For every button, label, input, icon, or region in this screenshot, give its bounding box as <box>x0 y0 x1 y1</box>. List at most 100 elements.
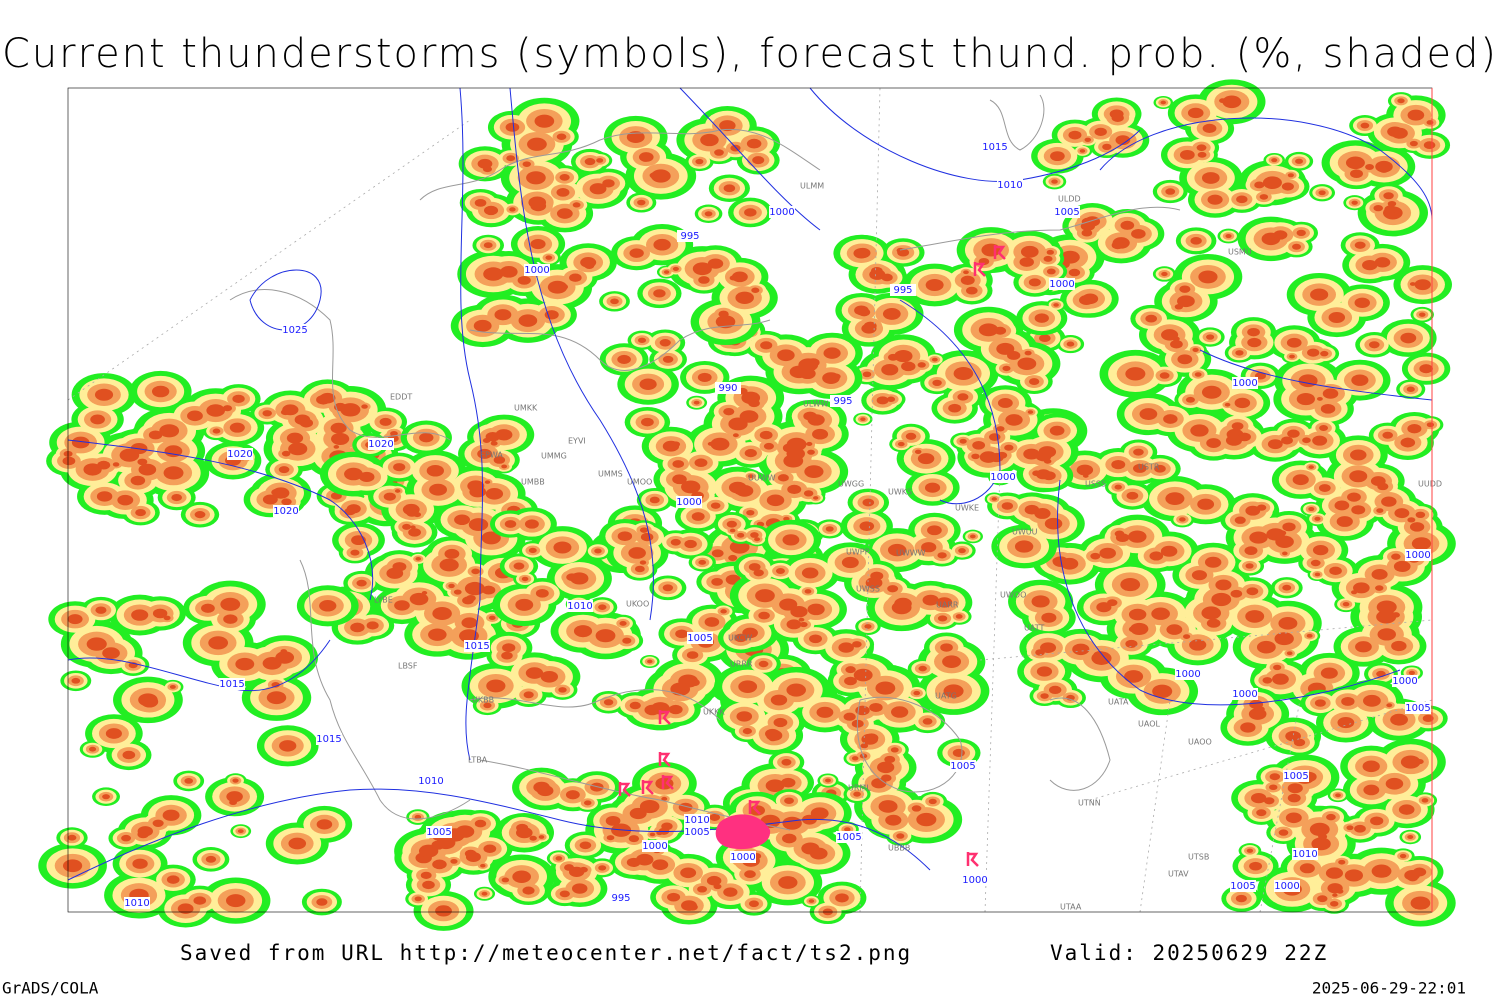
shade-blob <box>281 498 292 506</box>
shade-blob <box>488 615 496 621</box>
isobar-label-bg <box>836 831 862 843</box>
shade-blob <box>1292 474 1309 486</box>
shade-blob <box>978 323 999 337</box>
shade-blob <box>474 819 487 828</box>
shade-blob <box>760 341 773 350</box>
shade-blob <box>1039 334 1051 343</box>
shade-blob <box>1109 109 1124 119</box>
isobar-label: 1000 <box>1274 881 1299 892</box>
shade-blob <box>1394 508 1410 519</box>
shade-blob <box>852 641 862 648</box>
shade-blob <box>1068 268 1081 277</box>
shade-blob <box>1017 357 1037 370</box>
isobar-label-bg <box>990 471 1016 483</box>
shade-blob <box>1407 109 1425 121</box>
shade-blob <box>822 372 840 385</box>
shade-blob <box>1292 243 1302 250</box>
shade-blob <box>602 179 615 188</box>
shade-blob <box>1351 200 1358 205</box>
shade-blob <box>775 568 785 574</box>
shade-blob <box>556 188 570 197</box>
storm-symbol <box>661 775 674 790</box>
shade-blob <box>784 797 794 804</box>
shade-blob <box>62 456 76 466</box>
shade-blob <box>845 666 856 674</box>
isobar-label-bg <box>684 814 710 826</box>
shade-blob <box>1079 149 1086 153</box>
shade-blob <box>1165 492 1185 505</box>
shade-blob <box>1397 98 1405 104</box>
software: GrADS/COLA <box>2 979 99 998</box>
isobar-label: 1025 <box>282 325 307 336</box>
shade-blob <box>1347 492 1361 502</box>
isobar-label: 1000 <box>1175 669 1200 680</box>
shade-blob <box>732 433 739 438</box>
shade-blob <box>738 680 758 693</box>
shade-blob <box>435 905 452 917</box>
shade-blob <box>1102 143 1112 150</box>
shade-blob <box>1115 135 1131 146</box>
shade-blob <box>917 362 926 368</box>
shade-blob <box>766 494 785 507</box>
shade-blob <box>461 617 478 629</box>
shade-blob <box>663 270 670 274</box>
shade-blob <box>927 525 942 536</box>
shade-blob <box>700 133 719 147</box>
shade-blob <box>485 487 504 500</box>
shade-blob <box>1318 484 1331 492</box>
shade-blob <box>483 242 493 249</box>
shade-blob <box>736 711 753 722</box>
shade-blob <box>1114 530 1125 537</box>
shade-blob <box>1273 230 1288 240</box>
shade-blob <box>530 238 546 250</box>
shade-blob <box>208 636 229 650</box>
isobar <box>509 87 654 621</box>
shade-blob <box>272 487 290 499</box>
shade-blob <box>1378 166 1389 173</box>
timestamp: 2025-06-29-22:01 <box>1312 979 1466 998</box>
shade-blob <box>746 138 762 149</box>
shade-blob <box>662 584 674 592</box>
shade-blob <box>1081 229 1093 237</box>
shade-blob <box>807 603 825 616</box>
shade-blob <box>662 355 674 363</box>
shade-blob <box>843 712 856 721</box>
shade-blob <box>877 761 895 774</box>
shade-blob <box>1201 172 1220 184</box>
shade-blob <box>402 523 412 530</box>
shade-blob <box>672 474 687 485</box>
shade-blob <box>692 262 712 276</box>
shade-blob <box>386 567 404 579</box>
shade-blob <box>1235 350 1244 356</box>
shade-blob <box>201 603 215 613</box>
shade-blob <box>1353 582 1370 594</box>
station-label: LTBA <box>468 756 488 765</box>
shade-blob <box>1409 282 1416 286</box>
shade-blob <box>1236 195 1248 204</box>
shade-blob <box>164 445 183 458</box>
shade-blob <box>1187 107 1204 119</box>
shade-blob <box>140 695 159 708</box>
shade-blob <box>132 858 148 869</box>
shade-blob <box>595 629 616 643</box>
shade-blob <box>790 605 808 618</box>
shade-blob <box>652 859 669 871</box>
shade-blob <box>130 442 148 455</box>
shade-blob <box>1409 140 1418 147</box>
station-label: EDDT <box>390 393 412 402</box>
shade-blob <box>787 484 802 495</box>
shade-blob <box>1247 327 1260 337</box>
shade-blob <box>860 417 866 421</box>
isobar-label-bg <box>769 206 795 218</box>
shade-blob <box>1004 444 1014 451</box>
shade-blob <box>490 441 498 446</box>
shade-blob <box>639 800 660 814</box>
shade-blob <box>545 255 553 260</box>
shade-blob <box>1362 259 1378 271</box>
shade-blob <box>518 314 538 327</box>
shade-blob <box>1005 414 1023 426</box>
shade-blob <box>166 875 180 884</box>
shade-blob <box>415 557 422 561</box>
shade-blob <box>1360 122 1370 129</box>
isobar-label: 1015 <box>219 679 244 690</box>
